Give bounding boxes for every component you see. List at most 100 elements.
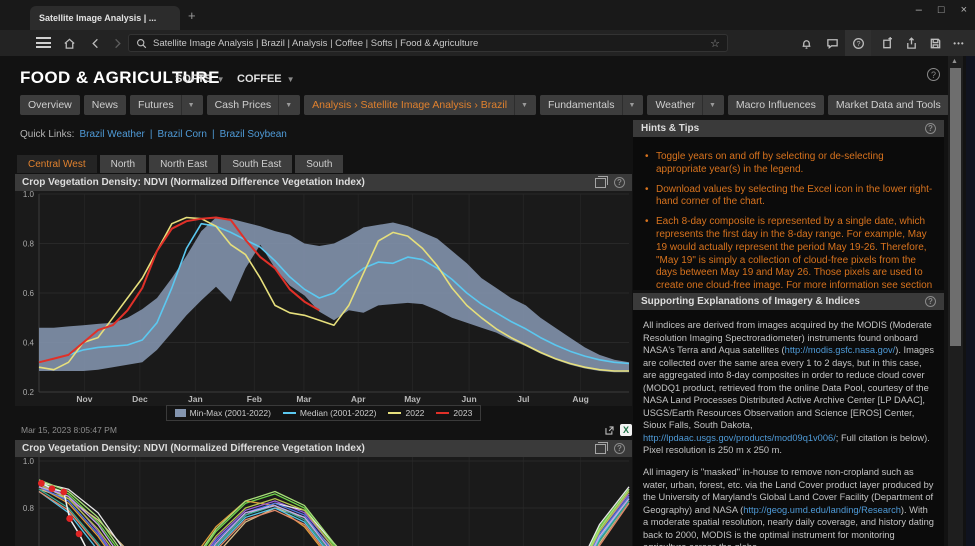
chevron-down-icon: ▼ xyxy=(286,74,295,84)
share-icon[interactable] xyxy=(899,32,923,54)
page-title: FOOD & AGRICULTURE xyxy=(20,68,220,87)
nav-tab-label: Futures xyxy=(138,99,174,111)
quick-link-separator: | xyxy=(211,129,215,140)
notifications-bell-icon[interactable] xyxy=(793,32,819,54)
hints-help-icon[interactable]: ? xyxy=(925,123,936,134)
nav-tab-label: Market Data and Tools xyxy=(835,99,941,111)
explanations-help-icon[interactable]: ? xyxy=(925,296,936,307)
coffee-menu[interactable]: COFFEE ▼ xyxy=(237,73,295,85)
svg-text:0.8: 0.8 xyxy=(23,504,35,513)
bookmark-star-icon[interactable]: ☆ xyxy=(710,37,720,50)
region-tab-central-west[interactable]: Central West xyxy=(17,155,97,173)
home-icon[interactable] xyxy=(58,32,80,54)
close-button[interactable]: × xyxy=(960,4,967,16)
quick-link-brazil-soybean[interactable]: Brazil Soybean xyxy=(219,129,287,140)
back-icon[interactable] xyxy=(84,32,106,54)
nav-tab-label: Analysis › Satellite Image Analysis › Br… xyxy=(312,99,508,111)
maximize-button[interactable]: □ xyxy=(937,4,945,16)
legend-item-2022[interactable]: 2022 xyxy=(388,408,424,418)
nav-tab-analysis-satellite-image-analysis-brazil[interactable]: Analysis › Satellite Image Analysis › Br… xyxy=(304,95,536,115)
chevron-down-icon[interactable]: ▼ xyxy=(180,95,195,115)
text-segment: ; Full citation is below). Pixel resolut… xyxy=(643,432,930,456)
popout-icon[interactable] xyxy=(595,175,608,188)
new-tab-button[interactable]: + xyxy=(188,8,196,23)
quick-links: Quick Links: Brazil Weather | Brazil Corn |… xyxy=(20,129,287,140)
nav-tab-market-data-and-tools[interactable]: Market Data and Tools xyxy=(827,95,949,115)
scrollbar-up-arrow[interactable]: ▲ xyxy=(951,58,958,65)
excel-download-icon[interactable]: X xyxy=(620,424,632,436)
hyperlink[interactable]: http://lpdaac.usgs.gov/products/mod09q1v… xyxy=(643,432,836,443)
nav-tab-futures[interactable]: Futures ▼ xyxy=(130,95,203,115)
chart-help-icon[interactable]: ? xyxy=(614,443,625,454)
chat-icon[interactable] xyxy=(819,32,845,54)
chevron-down-icon[interactable]: ▼ xyxy=(701,95,716,115)
hint-bullet: Download values by selecting the Excel i… xyxy=(645,184,934,210)
svg-text:0.8: 0.8 xyxy=(23,240,35,249)
nav-tab-macro-influences[interactable]: Macro Influences xyxy=(727,95,824,115)
quick-link-separator: | xyxy=(149,129,153,140)
legend-label: Min-Max (2001-2022) xyxy=(189,408,271,418)
explanations-header: Supporting Explanations of Imagery & Ind… xyxy=(633,293,944,310)
scrollbar-thumb[interactable] xyxy=(950,68,961,346)
hyperlink[interactable]: http://modis.gsfc.nasa.gov/ xyxy=(784,345,896,356)
legend-label: 2023 xyxy=(453,408,473,418)
nav-tab-label: Cash Prices xyxy=(214,99,272,111)
popout-icon[interactable] xyxy=(595,441,608,454)
help-icon[interactable]: ? xyxy=(845,30,871,56)
text-segment: All imagery is "masked" in-house to remo… xyxy=(643,467,934,515)
region-tab-south[interactable]: South xyxy=(295,155,344,173)
external-link-icon[interactable] xyxy=(604,425,615,436)
nav-tab-label: Macro Influences xyxy=(735,99,816,111)
explanation-paragraph: All indices are derived from images acqu… xyxy=(643,319,934,457)
quick-link-brazil-weather[interactable]: Brazil Weather xyxy=(79,129,145,140)
explanation-paragraph: All imagery is "masked" in-house to remo… xyxy=(643,466,934,546)
legend-item-median-2001-2022[interactable]: Median (2001-2022) xyxy=(282,408,376,418)
svg-text:Nov: Nov xyxy=(76,394,92,404)
region-tab-north-east[interactable]: North East xyxy=(149,155,219,173)
nav-tab-weather[interactable]: Weather ▼ xyxy=(647,95,724,115)
chevron-down-icon[interactable]: ▼ xyxy=(514,95,528,115)
legend-item-minmax[interactable]: Min-Max (2001-2022) xyxy=(174,408,271,418)
legend-swatch xyxy=(282,412,296,414)
svg-text:Jul: Jul xyxy=(517,394,529,404)
browser-tab-title: Satellite Image Analysis | ... xyxy=(39,13,157,23)
softs-menu[interactable]: SOFTS ▼ xyxy=(175,73,225,85)
region-tab-south-east[interactable]: South East xyxy=(221,155,293,173)
svg-text:0.4: 0.4 xyxy=(23,339,35,348)
nav-tab-label: News xyxy=(91,99,119,111)
nav-tab-label: Weather xyxy=(655,99,695,111)
menu-icon[interactable] xyxy=(36,37,51,48)
chevron-down-icon[interactable]: ▼ xyxy=(278,95,292,115)
svg-text:0.6: 0.6 xyxy=(23,289,35,298)
coffee-menu-label: COFFEE xyxy=(237,73,282,85)
nav-tab-news[interactable]: News xyxy=(83,95,127,115)
nav-tab-cash-prices[interactable]: Cash Prices ▼ xyxy=(206,95,301,115)
browser-tab[interactable]: Satellite Image Analysis | ... xyxy=(30,6,180,30)
address-bar[interactable]: Satellite Image Analysis | Brazil | Anal… xyxy=(128,34,728,52)
chart-help-icon[interactable]: ? xyxy=(614,177,625,188)
page-help-icon[interactable]: ? xyxy=(927,68,940,81)
svg-text:Aug: Aug xyxy=(572,394,589,404)
chart1-plot[interactable]: 1.0 0.8 0.6 0.4 0.2 Nov Dec Jan Feb Mar Apr May Jun J… xyxy=(15,190,632,406)
nav-tab-label: Fundamentals xyxy=(547,99,615,111)
forward-icon[interactable] xyxy=(106,32,128,54)
scrollbar[interactable]: ▲ xyxy=(948,56,963,546)
hints-header: Hints & Tips ? xyxy=(633,120,944,137)
region-tabs: Central West North North East South East Sou… xyxy=(17,155,344,173)
new-window-icon[interactable] xyxy=(875,32,899,54)
svg-text:Mar: Mar xyxy=(296,394,312,404)
chart2-title: Crop Vegetation Density: NDVI (Normalize… xyxy=(22,443,365,454)
quick-link-brazil-corn[interactable]: Brazil Corn xyxy=(157,129,207,140)
more-options-icon[interactable]: ••• xyxy=(953,38,965,48)
hint-bullet: Each 8-day composite is represented by a… xyxy=(645,216,934,290)
save-icon[interactable] xyxy=(923,32,947,54)
text-segment: All indices are derived from images acqu… xyxy=(643,320,932,356)
chevron-down-icon[interactable]: ▼ xyxy=(621,95,635,115)
legend-item-2023[interactable]: 2023 xyxy=(436,408,472,418)
hyperlink[interactable]: http://geog.umd.edu/landing/Research xyxy=(743,504,901,515)
chart2-plot[interactable]: 1.0 0.8 xyxy=(15,457,632,546)
minimize-button[interactable]: – xyxy=(915,4,922,16)
region-tab-north[interactable]: North xyxy=(99,155,147,173)
nav-tab-overview[interactable]: Overview xyxy=(20,95,80,115)
nav-tab-fundamentals[interactable]: Fundamentals ▼ xyxy=(539,95,644,115)
